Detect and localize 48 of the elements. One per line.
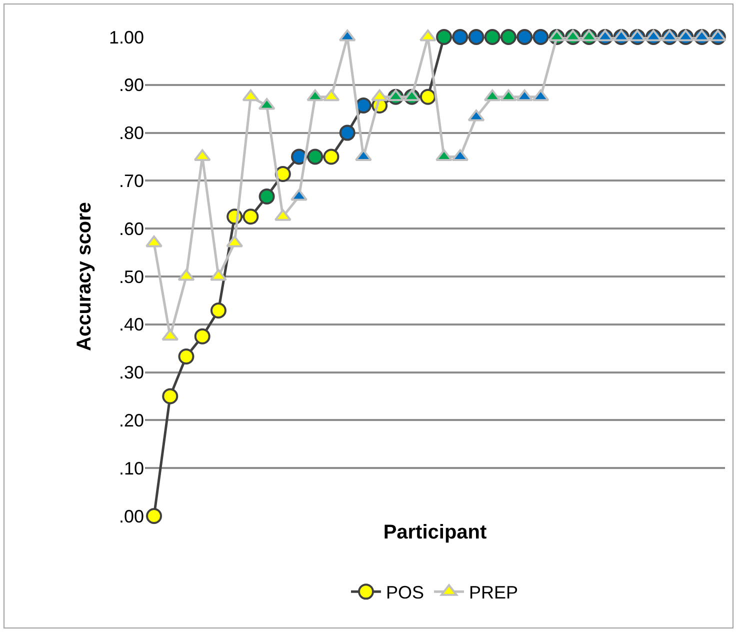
- point: [468, 109, 485, 122]
- point: [516, 29, 533, 45]
- point: [178, 348, 194, 364]
- point: [468, 29, 484, 45]
- point: [500, 89, 517, 102]
- point: [403, 89, 420, 102]
- point: [242, 89, 260, 102]
- y-axis-title: Accuracy score: [73, 202, 96, 351]
- point: [516, 89, 534, 102]
- point: [242, 208, 259, 225]
- point: [307, 148, 324, 165]
- legend-label: POS: [386, 582, 424, 603]
- y-tick-label: .20: [118, 410, 144, 430]
- point: [355, 98, 372, 114]
- point: [146, 508, 162, 524]
- y-tick-label: .30: [118, 362, 144, 383]
- point: [436, 29, 452, 45]
- y-tick-label: .00: [118, 506, 144, 526]
- y-tick-label: .70: [118, 171, 144, 191]
- point: [146, 235, 163, 248]
- point: [210, 302, 226, 319]
- legend-label: PREP: [469, 582, 518, 603]
- y-tick-label: .60: [118, 218, 144, 239]
- point: [484, 89, 501, 102]
- y-tick-label: 1.00: [108, 27, 144, 48]
- point: [162, 328, 179, 341]
- point: [532, 89, 550, 102]
- y-tick-label: .90: [118, 75, 144, 96]
- point: [306, 89, 324, 102]
- point: [339, 124, 356, 141]
- y-tick-label: .10: [118, 458, 144, 478]
- point: [162, 388, 178, 404]
- x-axis-title: Participant: [383, 522, 488, 544]
- point: [322, 89, 340, 102]
- point: [323, 148, 340, 165]
- y-tick-label: .50: [118, 266, 144, 287]
- point: [500, 29, 516, 45]
- point: [226, 235, 244, 248]
- point: [387, 89, 404, 102]
- point: [452, 29, 468, 45]
- point: [194, 328, 210, 344]
- point: [532, 29, 549, 45]
- y-tick-label: .80: [118, 123, 144, 144]
- point: [371, 89, 388, 102]
- point: [258, 188, 275, 205]
- point: [420, 88, 436, 105]
- y-tick-label: .40: [118, 314, 144, 335]
- point: [484, 29, 500, 45]
